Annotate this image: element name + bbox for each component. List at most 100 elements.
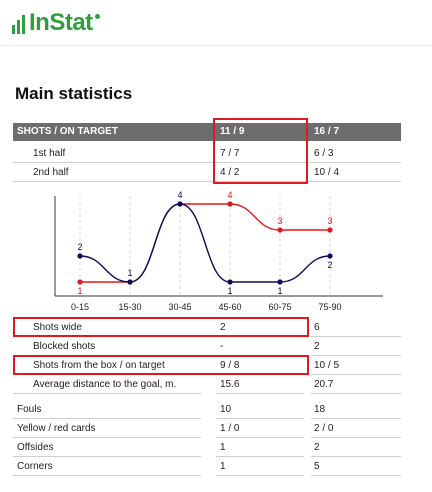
table-row-1st-half: 1st half 7 / 7 6 / 3 <box>13 144 401 163</box>
chart-x-tick-label: 0-15 <box>71 302 89 312</box>
chart-data-label: 4 <box>227 190 232 200</box>
row-label: Corners <box>17 461 53 472</box>
row-team2-value: 20.7 <box>314 379 334 390</box>
chart-data-label: 2 <box>327 260 332 270</box>
row-divider <box>13 162 401 163</box>
line-chart-svg: 0-15 15-30 30-45 45-60 60-75 75-90 1 4 3 3 2 1 4 1 1 2 <box>54 190 383 312</box>
chart-data-label: 3 <box>277 216 282 226</box>
page-title: Main statistics <box>15 84 133 103</box>
row-team2-value: 10 / 4 <box>314 167 340 178</box>
row-label: Shots wide <box>33 322 82 333</box>
row-divider <box>311 374 401 375</box>
row-label: Average distance to the goal, m. <box>33 379 177 390</box>
chart-data-label: 1 <box>77 286 82 296</box>
highlight-box-team1-shots <box>213 118 308 184</box>
row-label: Fouls <box>17 404 42 415</box>
table-row-2nd-half: 2nd half 4 / 2 10 / 4 <box>13 163 401 182</box>
row-team1-value: 4 / 2 <box>220 167 240 178</box>
highlight-box-shots-from-box <box>13 355 309 375</box>
row-label: Offsides <box>17 442 54 453</box>
row-divider <box>311 336 401 337</box>
table-row-offsides: Offsides 1 2 <box>13 438 401 457</box>
logo-bars-icon <box>12 12 27 34</box>
row-divider <box>216 393 304 394</box>
instat-logo[interactable]: InStat <box>12 8 100 38</box>
header-team1-value: 11 / 9 <box>220 126 245 137</box>
row-divider <box>216 418 304 419</box>
chart-data-label: 4 <box>177 190 182 200</box>
row-team2-value: 18 <box>314 404 326 415</box>
header-label: SHOTS / ON TARGET <box>17 126 118 137</box>
row-divider <box>216 475 304 476</box>
chart-data-point <box>227 201 233 207</box>
logo-text: InStat <box>29 9 93 36</box>
chart-data-label: 1 <box>277 286 282 296</box>
chart-data-point <box>77 279 83 285</box>
row-team1-value: 9 / 8 <box>220 360 240 371</box>
row-team2-value: 10 / 5 <box>314 360 340 371</box>
row-divider <box>13 437 201 438</box>
row-divider <box>13 418 201 419</box>
table-row-average-distance: Average distance to the goal, m. 15.6 20… <box>13 375 401 394</box>
row-label: Yellow / red cards <box>17 423 96 434</box>
row-divider <box>311 418 401 419</box>
table-row-corners: Corners 1 5 <box>13 457 401 476</box>
chart-x-tick-label: 30-45 <box>168 302 191 312</box>
chart-data-point <box>277 279 283 285</box>
table-row-cards: Yellow / red cards 1 / 0 2 / 0 <box>13 419 401 438</box>
row-divider <box>311 393 401 394</box>
row-label: Blocked shots <box>33 341 96 352</box>
row-team1-value: - <box>220 341 224 352</box>
row-team2-value: 6 <box>314 322 320 333</box>
row-divider <box>13 181 401 182</box>
chart-x-tick-label: 60-75 <box>268 302 291 312</box>
row-team2-value: 6 / 3 <box>314 148 334 159</box>
row-divider <box>216 456 304 457</box>
chart-data-label: 3 <box>327 216 332 226</box>
row-divider <box>311 456 401 457</box>
row-label: 2nd half <box>33 167 69 178</box>
row-team1-value: 7 / 7 <box>220 148 240 159</box>
chart-x-tick-label: 15-30 <box>118 302 141 312</box>
row-team1-value: 10 <box>220 404 232 415</box>
chart-x-tick-label: 75-90 <box>318 302 341 312</box>
chart-x-tick-label: 45-60 <box>218 302 241 312</box>
row-team2-value: 2 <box>314 341 320 352</box>
chart-data-label: 1 <box>227 286 232 296</box>
row-team1-value: 2 <box>220 322 226 333</box>
chart-data-point <box>327 227 333 233</box>
shots-table-header: SHOTS / ON TARGET 11 / 9 16 / 7 <box>13 123 401 141</box>
chart-data-label: 1 <box>127 268 132 278</box>
row-team2-value: 5 <box>314 461 320 472</box>
site-header: InStat <box>0 0 432 46</box>
chart-data-point <box>127 279 133 285</box>
chart-data-point <box>327 253 333 259</box>
highlight-box-shots-wide <box>13 317 309 337</box>
table-row-fouls: Fouls 10 18 <box>13 400 401 419</box>
header-team2-value: 16 / 7 <box>314 126 340 137</box>
row-divider <box>13 475 201 476</box>
row-divider <box>13 456 201 457</box>
chart-data-point <box>277 227 283 233</box>
row-label: 1st half <box>33 148 66 159</box>
row-divider <box>13 393 201 394</box>
chart-data-point <box>177 201 183 207</box>
row-team1-value: 1 / 0 <box>220 423 240 434</box>
row-divider <box>216 437 304 438</box>
row-team1-value: 1 <box>220 461 226 472</box>
row-divider <box>311 355 401 356</box>
row-team1-value: 15.6 <box>220 379 240 390</box>
row-team2-value: 2 / 0 <box>314 423 334 434</box>
chart-data-point <box>77 253 83 259</box>
row-divider <box>311 437 401 438</box>
table-row-blocked-shots: Blocked shots - 2 <box>13 337 401 356</box>
row-label: Shots from the box / on target <box>33 360 165 371</box>
row-team1-value: 1 <box>220 442 226 453</box>
chart-data-label: 2 <box>77 242 82 252</box>
row-divider <box>311 475 401 476</box>
chart-series-line <box>79 203 331 283</box>
chart-data-point <box>227 279 233 285</box>
shots-by-period-chart: 0-15 15-30 30-45 45-60 60-75 75-90 1 4 3 3 2 1 4 1 1 2 <box>13 186 403 316</box>
logo-dot-icon <box>94 13 100 19</box>
row-team2-value: 2 <box>314 442 320 453</box>
